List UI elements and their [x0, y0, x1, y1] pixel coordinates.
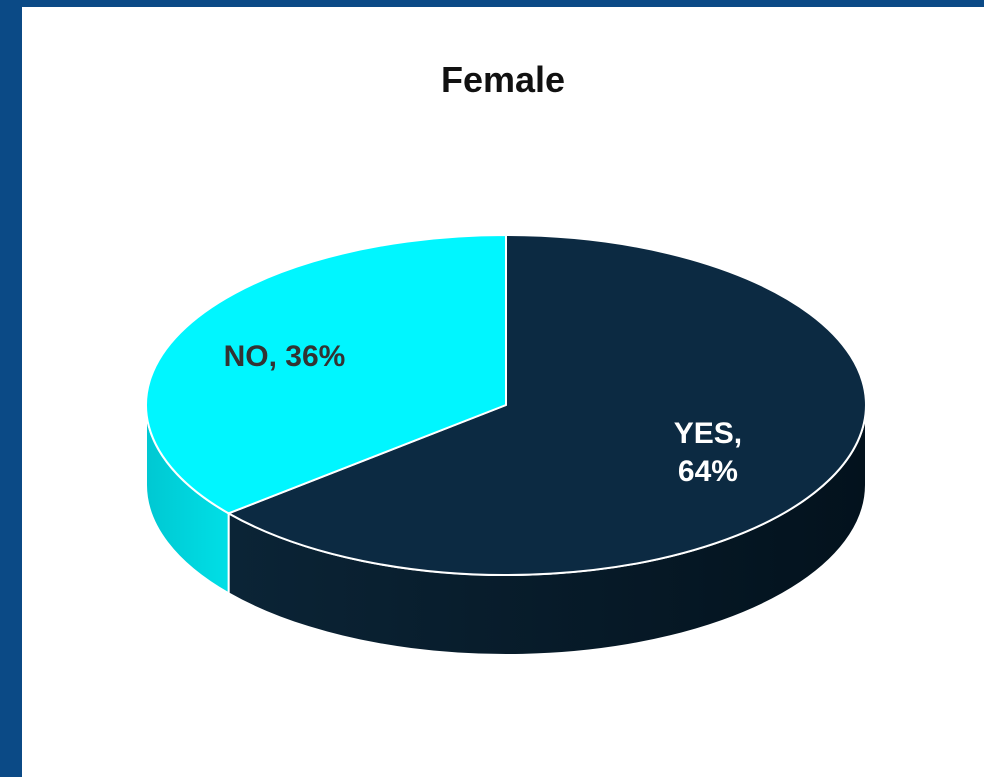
data-label-no: NO, 36%	[224, 340, 346, 373]
chart-title: Female	[440, 59, 566, 100]
data-label-yes: YES, 64%	[674, 417, 742, 488]
pie-chart: YES, 64% NO, 36%	[145, 234, 867, 656]
chart-panel: Female YES, 64% NO, 36%	[22, 7, 984, 777]
pie-slice-no	[145, 234, 507, 515]
pie-slice-yes	[227, 234, 867, 576]
